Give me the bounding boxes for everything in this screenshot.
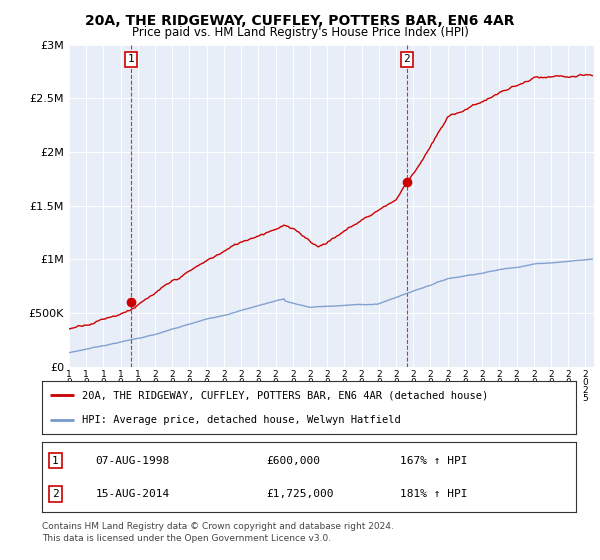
Text: 20A, THE RIDGEWAY, CUFFLEY, POTTERS BAR, EN6 4AR: 20A, THE RIDGEWAY, CUFFLEY, POTTERS BAR,… xyxy=(85,14,515,28)
Text: 15-AUG-2014: 15-AUG-2014 xyxy=(95,489,170,499)
Text: Price paid vs. HM Land Registry's House Price Index (HPI): Price paid vs. HM Land Registry's House … xyxy=(131,26,469,39)
Text: £600,000: £600,000 xyxy=(266,456,320,465)
Text: £1,725,000: £1,725,000 xyxy=(266,489,334,499)
Text: 1: 1 xyxy=(128,54,134,64)
Text: 20A, THE RIDGEWAY, CUFFLEY, POTTERS BAR, EN6 4AR (detached house): 20A, THE RIDGEWAY, CUFFLEY, POTTERS BAR,… xyxy=(82,390,488,400)
Text: 07-AUG-1998: 07-AUG-1998 xyxy=(95,456,170,465)
Text: 1: 1 xyxy=(52,456,59,465)
Text: 181% ↑ HPI: 181% ↑ HPI xyxy=(400,489,467,499)
Text: HPI: Average price, detached house, Welwyn Hatfield: HPI: Average price, detached house, Welw… xyxy=(82,414,401,424)
Text: 167% ↑ HPI: 167% ↑ HPI xyxy=(400,456,467,465)
Text: Contains HM Land Registry data © Crown copyright and database right 2024.
This d: Contains HM Land Registry data © Crown c… xyxy=(42,522,394,543)
Text: 2: 2 xyxy=(403,54,410,64)
Text: 2: 2 xyxy=(52,489,59,499)
